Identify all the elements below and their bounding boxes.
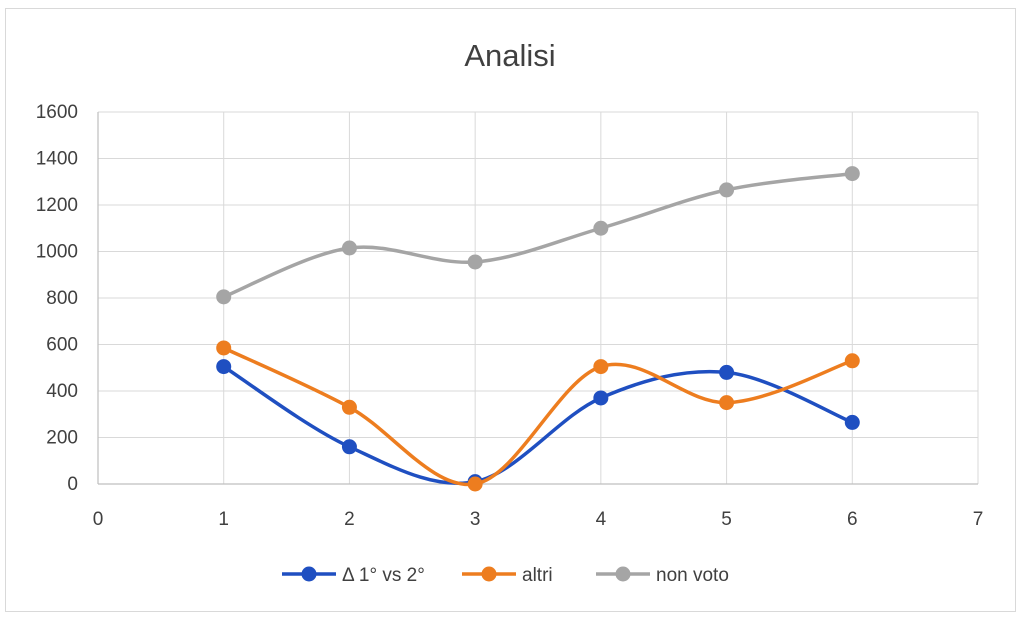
data-point: [467, 254, 483, 270]
y-tick-label: 400: [46, 381, 78, 402]
x-tick-label: 1: [218, 509, 229, 530]
data-point: [341, 399, 357, 415]
legend-label: non voto: [656, 565, 729, 586]
series-line: [221, 364, 855, 485]
data-point: [719, 395, 735, 411]
data-point: [593, 359, 609, 375]
series-line: [221, 171, 855, 299]
y-tick-label: 1000: [36, 242, 78, 263]
data-point: [467, 476, 483, 492]
series-group: [216, 166, 860, 492]
data-point: [719, 364, 735, 380]
data-point: [844, 353, 860, 369]
y-axis-ticks: 0 200 400 600 800 1000 1200 1400 1600: [36, 102, 78, 495]
data-point: [216, 340, 232, 356]
y-tick-label: 800: [46, 288, 78, 309]
y-tick-label: 600: [46, 335, 78, 356]
data-point: [593, 220, 609, 236]
legend-label: Δ 1° vs 2°: [342, 565, 425, 586]
legend-label: altri: [522, 565, 553, 586]
x-axis-ticks: 0 1 2 3 4 5 6 7: [93, 509, 984, 530]
legend-marker: [481, 566, 497, 582]
data-point: [719, 182, 735, 198]
x-axis: [97, 112, 978, 485]
y-tick-label: 0: [67, 474, 78, 495]
legend-marker: [301, 566, 317, 582]
x-tick-label: 2: [344, 509, 355, 530]
series-1: [216, 359, 860, 490]
y-tick-label: 1600: [36, 102, 78, 123]
legend: Δ 1° vs 2° altri non voto: [282, 565, 729, 586]
x-tick-label: 6: [847, 509, 858, 530]
y-tick-label: 200: [46, 428, 78, 449]
x-tick-label: 5: [721, 509, 732, 530]
legend-item[interactable]: altri: [462, 565, 553, 586]
x-tick-label: 3: [470, 509, 481, 530]
legend-item[interactable]: non voto: [596, 565, 729, 586]
data-point: [844, 414, 860, 430]
data-point: [593, 390, 609, 406]
x-tick-label: 4: [596, 509, 607, 530]
chart-title: Analisi: [464, 38, 555, 73]
y-tick-label: 1400: [36, 149, 78, 170]
series-line: [221, 346, 855, 487]
data-point: [341, 439, 357, 455]
data-point: [844, 166, 860, 182]
x-tick-label: 0: [93, 509, 104, 530]
series-3: [216, 166, 860, 305]
y-tick-label: 1200: [36, 195, 78, 216]
data-point: [216, 359, 232, 375]
data-point: [216, 289, 232, 305]
data-point: [341, 240, 357, 256]
legend-marker: [615, 566, 631, 582]
chart-frame: [5, 8, 1016, 612]
legend-item[interactable]: Δ 1° vs 2°: [282, 565, 425, 586]
series-2: [216, 340, 860, 492]
x-tick-label: 7: [973, 509, 984, 530]
